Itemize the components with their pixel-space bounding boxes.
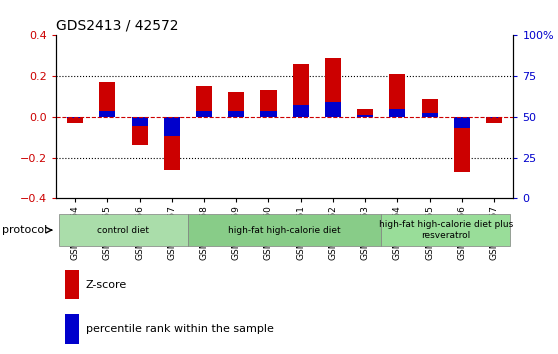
Text: high-fat high-calorie diet plus
resveratrol: high-fat high-calorie diet plus resverat…	[378, 221, 513, 240]
Bar	[132, 117, 148, 145]
Bar	[261, 111, 277, 117]
Bar	[486, 117, 502, 118]
Bar	[357, 109, 373, 117]
FancyBboxPatch shape	[188, 214, 381, 246]
FancyBboxPatch shape	[381, 214, 510, 246]
Bar	[67, 117, 83, 118]
Bar	[99, 82, 116, 117]
Bar	[67, 117, 83, 123]
Bar	[357, 115, 373, 117]
Bar	[163, 117, 180, 170]
Bar	[325, 58, 341, 117]
Bar	[99, 111, 116, 117]
Bar	[261, 90, 277, 117]
Bar	[454, 117, 470, 172]
Bar	[132, 117, 148, 126]
Text: Z-score: Z-score	[85, 280, 127, 290]
Text: GDS2413 / 42572: GDS2413 / 42572	[56, 19, 179, 33]
Bar	[389, 74, 406, 117]
Bar	[421, 113, 437, 117]
Bar	[228, 92, 244, 117]
Bar	[325, 102, 341, 117]
Bar	[196, 86, 212, 117]
Text: percentile rank within the sample: percentile rank within the sample	[85, 324, 273, 334]
Bar	[292, 64, 309, 117]
Bar	[163, 117, 180, 136]
Bar	[228, 111, 244, 117]
Bar	[454, 117, 470, 128]
Text: high-fat high-calorie diet: high-fat high-calorie diet	[228, 225, 341, 235]
Text: control diet: control diet	[98, 225, 150, 235]
Bar	[65, 314, 79, 344]
Text: protocol: protocol	[2, 225, 47, 235]
FancyBboxPatch shape	[59, 214, 188, 246]
Bar	[196, 111, 212, 117]
Bar	[421, 98, 437, 117]
Bar	[292, 105, 309, 117]
Bar	[389, 109, 406, 117]
Bar	[486, 117, 502, 123]
Bar	[65, 270, 79, 299]
